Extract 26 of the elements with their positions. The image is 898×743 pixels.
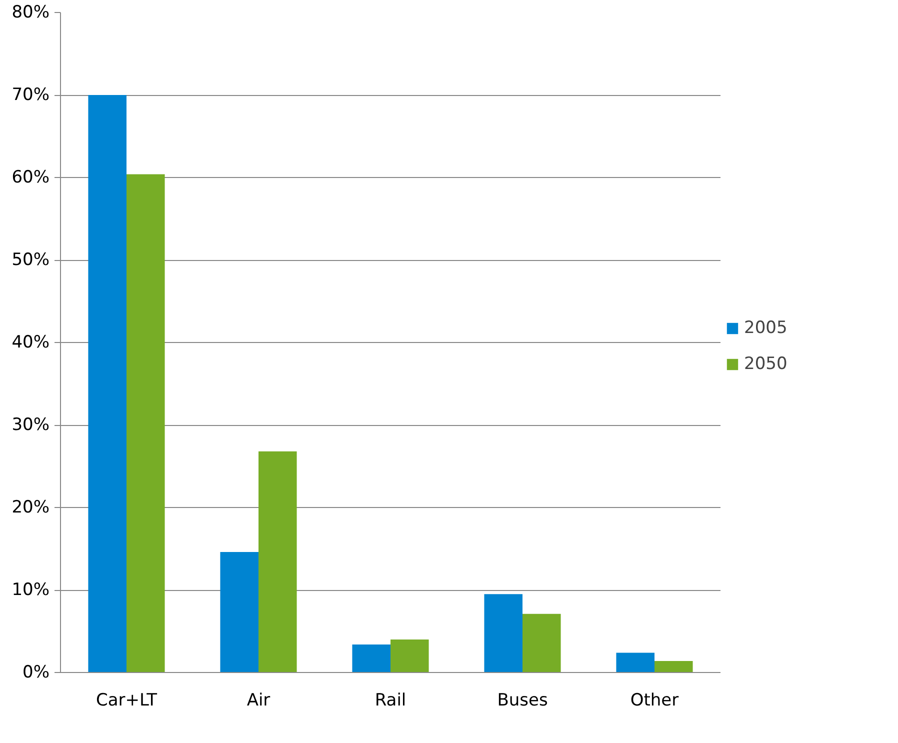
legend-label: 2050: [744, 354, 788, 374]
bar: [258, 451, 297, 672]
x-tick-label: Car+LT: [96, 690, 158, 710]
legend-label: 2005: [744, 318, 788, 338]
x-tick-label: Other: [630, 690, 679, 710]
y-tick-label: 0%: [22, 662, 50, 682]
bar: [88, 95, 126, 672]
x-tick-label: Rail: [374, 690, 406, 710]
bar: [522, 614, 561, 672]
bar: [390, 640, 429, 672]
y-tick-label: 60%: [12, 168, 50, 188]
bar: [220, 552, 258, 672]
y-tick-label: 40%: [12, 332, 50, 352]
bar: [616, 652, 654, 672]
y-tick-label: 80%: [12, 2, 50, 22]
y-tick-label: 50%: [12, 250, 50, 270]
y-tick-label: 20%: [12, 498, 50, 518]
bar: [352, 644, 390, 672]
x-tick-label: Air: [246, 690, 270, 710]
x-tick-label: Buses: [497, 690, 548, 710]
y-tick-label: 10%: [12, 580, 50, 600]
y-tick-label: 30%: [12, 415, 50, 435]
y-tick-label: 70%: [12, 85, 50, 105]
bar: [126, 174, 165, 672]
bar: [654, 660, 693, 672]
bar: [484, 594, 522, 672]
